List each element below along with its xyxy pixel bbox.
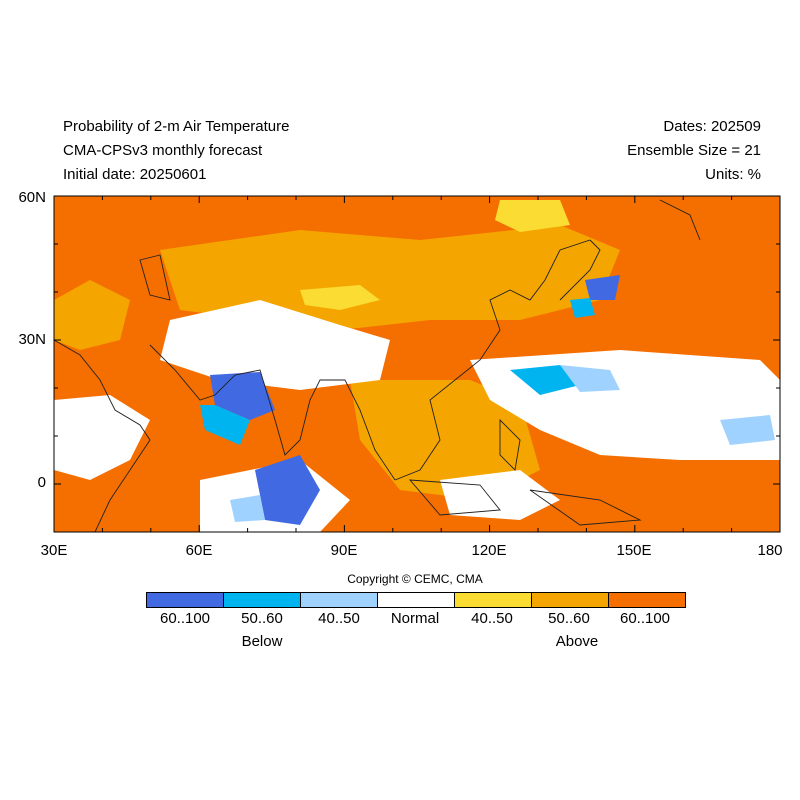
region-below-50-india xyxy=(200,405,250,445)
forecast-dates: Dates: 202509 xyxy=(663,118,761,135)
initial-date: Initial date: 20250601 xyxy=(63,166,207,183)
legend-label-above-40-50: 40..50 xyxy=(471,610,513,627)
lon-label-30e: 30E xyxy=(40,542,68,559)
legend-label-above-50-60: 50..60 xyxy=(548,610,590,627)
probability-fields xyxy=(54,200,780,532)
region-normal-tibet xyxy=(160,300,390,390)
lat-label-60n: 60N xyxy=(18,189,46,206)
map-frame xyxy=(53,195,781,533)
lon-label-90e: 90E xyxy=(330,542,358,559)
copyright: Copyright © CEMC, CMA xyxy=(347,572,483,586)
lon-label-60e: 60E xyxy=(185,542,213,559)
legend-swatch-normal xyxy=(378,593,455,607)
lon-label-150e: 150E xyxy=(616,542,652,559)
legend-swatch-above-60-100 xyxy=(609,593,685,607)
region-50-60-west xyxy=(54,280,130,350)
region-below-60-japan xyxy=(585,275,620,300)
lon-label-180: 180 xyxy=(757,542,783,559)
region-40-50-siberia xyxy=(495,200,570,232)
legend-group-below: Below xyxy=(241,633,283,650)
region-below-40-pacific xyxy=(560,365,620,392)
legend-label-below-50-60: 50..60 xyxy=(241,610,283,627)
region-below-40-east xyxy=(720,415,775,445)
legend-swatch-below-40-50 xyxy=(301,593,378,607)
tick-marks xyxy=(53,195,781,533)
model-subtitle: CMA-CPSv3 monthly forecast xyxy=(63,142,263,159)
lat-label-30n: 30N xyxy=(18,331,46,348)
region-below-50-japan xyxy=(570,298,595,318)
ensemble-size: Ensemble Size = 21 xyxy=(627,142,761,159)
region-50-60-seasia xyxy=(350,380,540,500)
region-below-50-pacific xyxy=(510,365,580,395)
coastlines xyxy=(54,199,701,532)
legend-swatch-above-50-60 xyxy=(532,593,609,607)
region-below-40-indian xyxy=(230,495,265,522)
region-normal-sea xyxy=(440,470,560,520)
legend-label-normal: Normal xyxy=(390,610,440,627)
legend-swatch-below-50-60 xyxy=(224,593,301,607)
region-below-60-indian-ocean xyxy=(255,455,320,525)
region-40-50-tibet xyxy=(300,285,380,310)
legend-group-above: Above xyxy=(555,633,599,650)
lon-label-120e: 120E xyxy=(471,542,507,559)
legend-label-above-60-100: 60..100 xyxy=(619,610,671,627)
lat-label-0: 0 xyxy=(37,474,46,491)
legend-label-below-60-100: 60..100 xyxy=(159,610,211,627)
units: Units: % xyxy=(705,166,761,183)
title: Probability of 2-m Air Temperature xyxy=(63,118,290,135)
legend-label-below-40-50: 40..50 xyxy=(318,610,360,627)
legend-swatch-below-60-100 xyxy=(147,593,224,607)
color-legend xyxy=(146,592,686,608)
region-50-60-north xyxy=(160,225,620,330)
legend-swatch-above-40-50 xyxy=(455,593,532,607)
